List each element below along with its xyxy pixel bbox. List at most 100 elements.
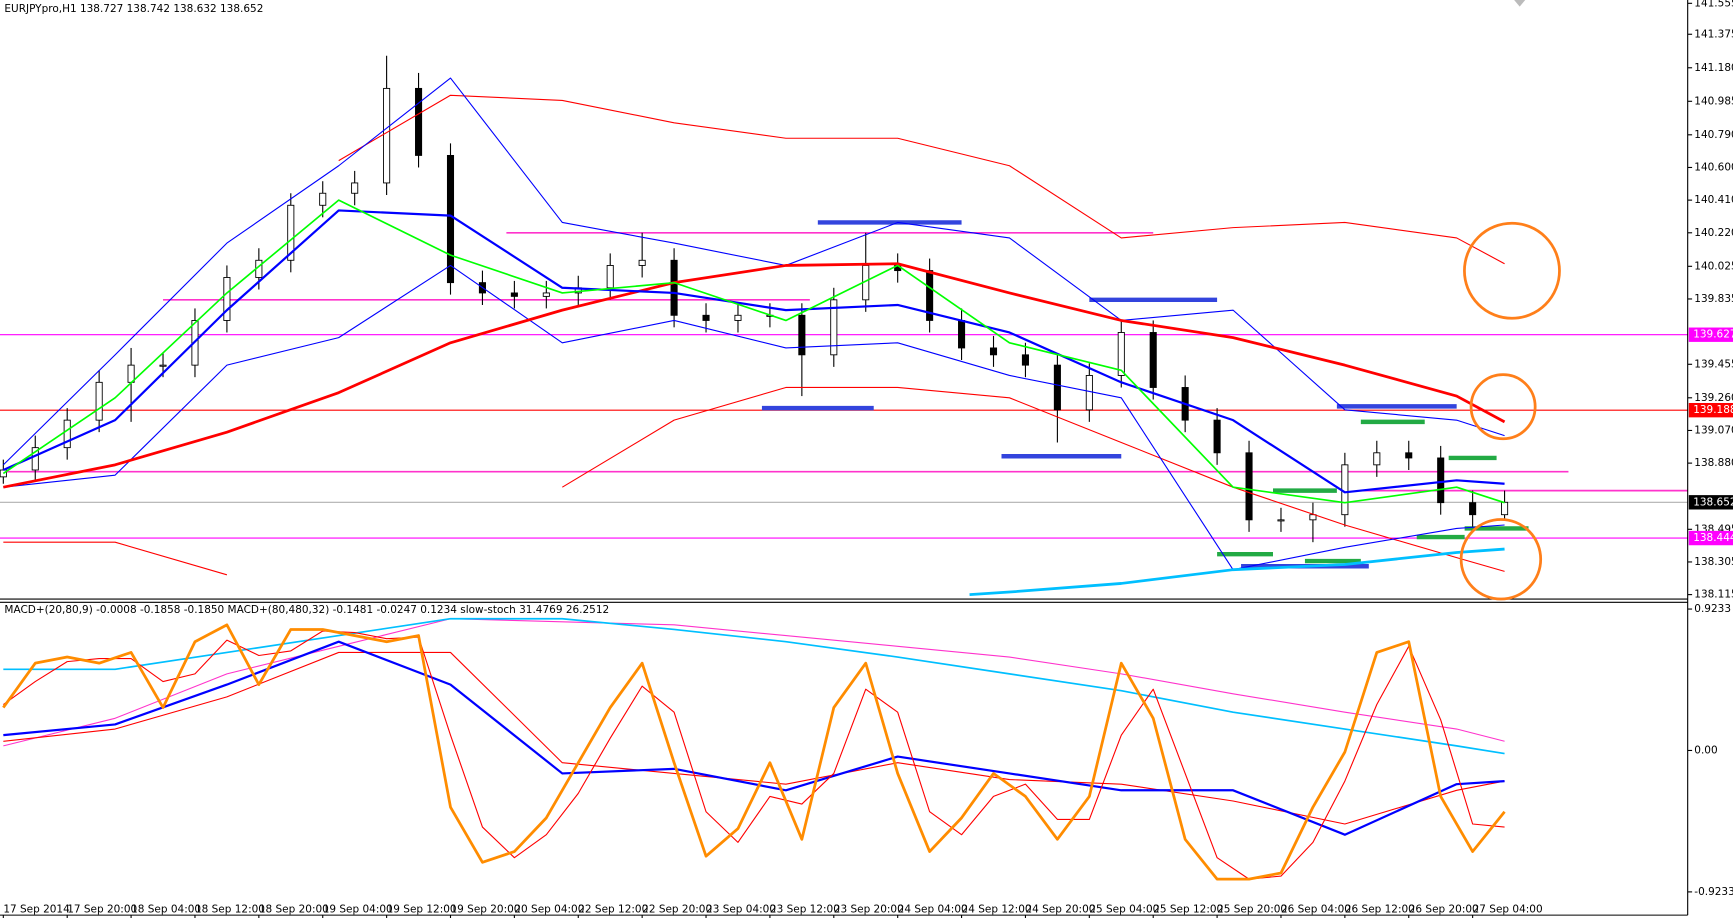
- candle-body: [734, 314, 742, 321]
- indicator-line: [3, 264, 1505, 571]
- chart-title: EURJPYpro,H1 138.727 138.742 138.632 138…: [4, 3, 263, 15]
- indicator-line: [3, 386, 1505, 576]
- y-tick-label: 0.9233: [1694, 603, 1731, 615]
- indicator-line: [3, 618, 1505, 747]
- x-tick-label: 23 Sep 20:00: [834, 904, 904, 916]
- price-tag-label: 139.627: [1693, 329, 1733, 341]
- y-tick-label: 139.070: [1694, 424, 1733, 436]
- price-tag-label: 139.188: [1693, 404, 1733, 416]
- x-tick-label: 23 Sep 04:00: [706, 904, 776, 916]
- price-tag-box: [1688, 495, 1733, 510]
- candle-body: [1021, 354, 1029, 366]
- candle-body: [798, 314, 806, 356]
- candle-body: [670, 259, 678, 316]
- x-tick-label: 19 Sep 20:00: [451, 904, 521, 916]
- candle-body: [958, 320, 966, 349]
- price-tag-label: 138.444: [1693, 532, 1733, 544]
- candle-body: [1085, 375, 1093, 411]
- x-tick-label: 22 Sep 20:00: [642, 904, 712, 916]
- candle-body: [287, 204, 295, 261]
- candle-body: [1117, 332, 1125, 376]
- x-tick-label: 24 Sep 20:00: [1025, 904, 1095, 916]
- candle-body: [989, 347, 998, 356]
- indicator-line: [2, 209, 1505, 494]
- x-tick-label: 26 Sep 20:00: [1409, 904, 1479, 916]
- price-panel: [0, 55, 1688, 596]
- x-tick-label: 25 Sep 20:00: [1217, 904, 1287, 916]
- y-tick-label: 141.375: [1694, 28, 1733, 40]
- candle-body: [31, 447, 39, 471]
- y-tick-label: 139.835: [1694, 293, 1733, 305]
- candle-body: [1469, 502, 1477, 516]
- y-tick-label: 140.410: [1694, 194, 1733, 206]
- y-tick-label: 140.220: [1694, 227, 1733, 239]
- candle-body: [63, 419, 71, 449]
- candle-body: [319, 192, 327, 206]
- candle-body: [383, 87, 391, 184]
- x-tick-label: 24 Sep 04:00: [898, 904, 968, 916]
- highlight-circle: [1469, 373, 1537, 441]
- candle-body: [1373, 452, 1381, 466]
- candle-body: [1277, 519, 1285, 522]
- indicator-line: [2, 623, 1506, 881]
- candle-body: [1213, 419, 1221, 454]
- x-tick-label: 25 Sep 04:00: [1089, 904, 1159, 916]
- shift-marker: [1514, 0, 1526, 7]
- x-tick-label: 18 Sep 04:00: [131, 904, 201, 916]
- y-tick-label: 139.455: [1694, 358, 1733, 370]
- candle-body: [1149, 332, 1157, 388]
- x-tick-label: 18 Sep 20:00: [259, 904, 329, 916]
- indicator-line: [969, 547, 1505, 596]
- x-tick-label: 24 Sep 12:00: [962, 904, 1032, 916]
- candle-body: [702, 314, 710, 321]
- x-tick-label: 17 Sep 2014: [3, 904, 70, 916]
- candle-body: [1437, 457, 1445, 504]
- highlight-circle: [1463, 221, 1561, 320]
- candle-body: [95, 381, 103, 421]
- x-tick-label: 19 Sep 04:00: [323, 904, 393, 916]
- x-tick-label: 20 Sep 04:00: [514, 904, 584, 916]
- y-tick-label: 140.600: [1694, 161, 1733, 173]
- x-tick-label: 27 Sep 04:00: [1473, 904, 1543, 916]
- price-tag-box: [1688, 402, 1733, 418]
- y-tick-label: 139.260: [1694, 392, 1733, 404]
- y-tick-label: 141.555: [1694, 0, 1733, 9]
- y-tick-label: 140.790: [1694, 129, 1733, 141]
- candle-body: [510, 292, 518, 297]
- candle-body: [1501, 501, 1509, 516]
- candle-body: [415, 87, 423, 156]
- indicator-title: MACD+(20,80,9) -0.0008 -0.1858 -0.1850 M…: [4, 604, 609, 616]
- indicator-line: [2, 199, 1505, 504]
- x-tick-label: 17 Sep 20:00: [67, 904, 137, 916]
- candle-body: [606, 265, 614, 289]
- y-tick-label: 0.00: [1694, 744, 1717, 756]
- price-tag-label: 138.652: [1693, 496, 1733, 508]
- candle-body: [926, 270, 934, 321]
- candle-body: [542, 292, 550, 297]
- x-tick-label: 26 Sep 12:00: [1345, 904, 1415, 916]
- candle-body: [1405, 452, 1413, 459]
- x-tick-label: 19 Sep 12:00: [387, 904, 457, 916]
- indicator-line: [3, 262, 1506, 489]
- y-tick-label: 138.880: [1694, 457, 1733, 469]
- candle-body: [159, 364, 167, 367]
- candle-body: [1245, 452, 1253, 521]
- x-tick-label: 23 Sep 12:00: [770, 904, 840, 916]
- candle-body: [446, 154, 455, 284]
- y-tick-label: 138.115: [1694, 589, 1733, 601]
- price-tag-box: [1688, 327, 1733, 342]
- y-tick-label: -0.9233: [1694, 886, 1733, 898]
- x-tick-label: 25 Sep 12:00: [1153, 904, 1223, 916]
- candle-body: [223, 277, 231, 321]
- highlight-circle: [1459, 518, 1543, 601]
- y-tick-label: 140.985: [1694, 95, 1733, 107]
- price-tag-box: [1688, 530, 1733, 546]
- oscillator-panel: [2, 617, 1506, 881]
- indicator-line: [3, 617, 1505, 755]
- candle-body: [351, 182, 359, 194]
- y-tick-label: 141.180: [1694, 62, 1733, 74]
- x-tick-label: 26 Sep 04:00: [1281, 904, 1351, 916]
- y-tick-label: 140.025: [1694, 260, 1733, 272]
